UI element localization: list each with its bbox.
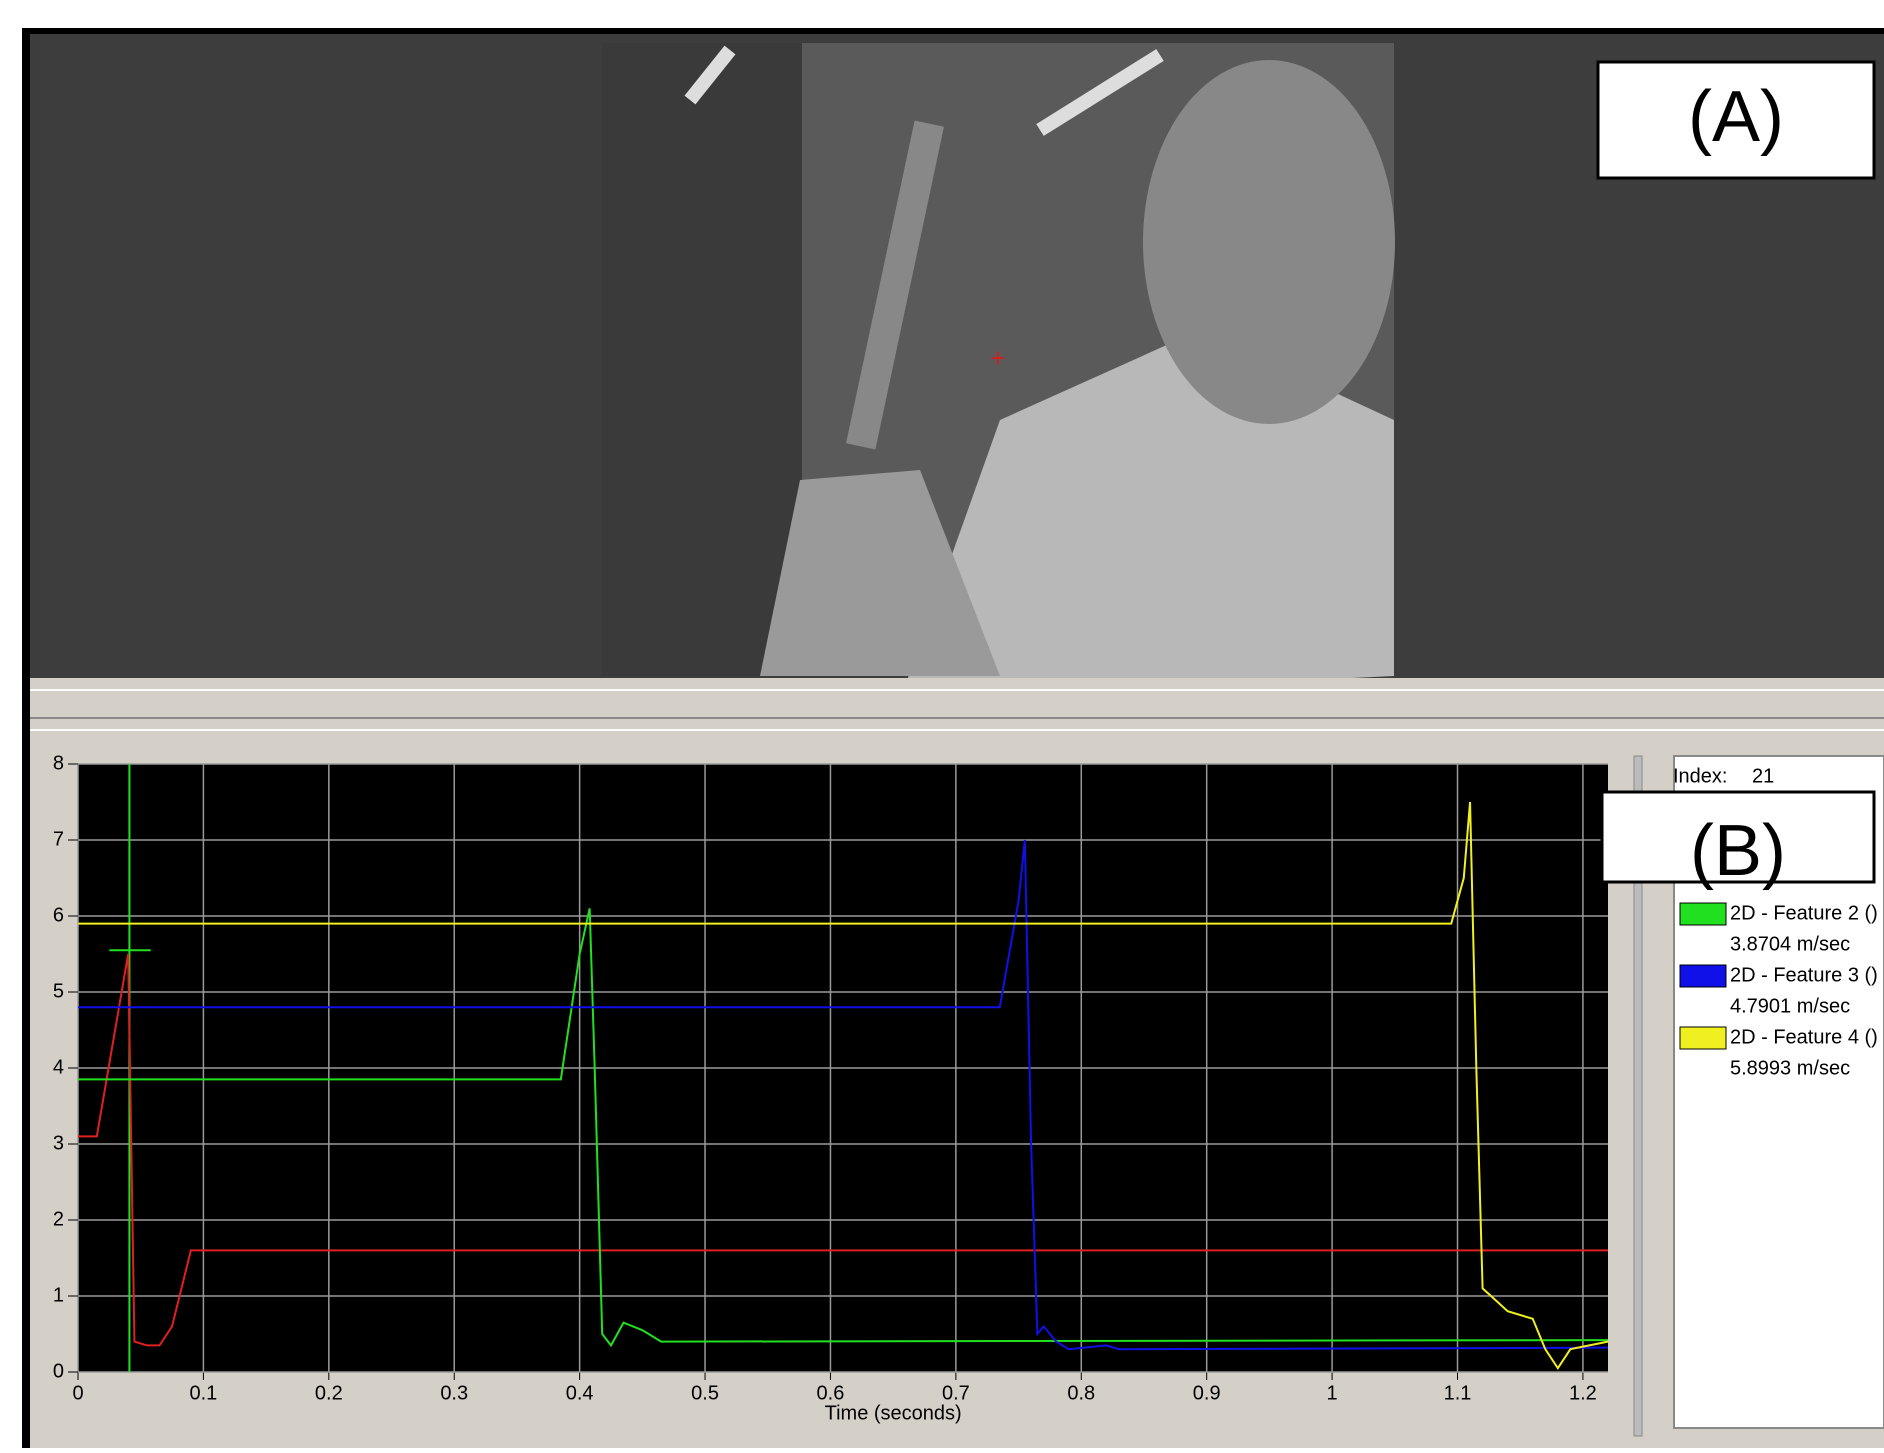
legend-label: 2D - Feature 4 () <box>1730 1026 1878 1048</box>
tracker-marker: + <box>990 343 1005 373</box>
index-label: Index: <box>1673 765 1727 787</box>
x-tick-label: 0 <box>72 1382 83 1404</box>
legend-readout: 3.8704 m/sec <box>1730 933 1850 955</box>
y-tick-label: 1 <box>53 1284 64 1306</box>
x-tick-label: 1 <box>1327 1382 1338 1404</box>
video-shadow <box>602 43 802 676</box>
y-tick-label: 3 <box>53 1132 64 1154</box>
legend-swatch <box>1680 965 1726 987</box>
x-tick-label: 0.7 <box>942 1382 970 1404</box>
legend-label: 2D - Feature 3 () <box>1730 964 1878 986</box>
x-tick-label: 0.1 <box>190 1382 218 1404</box>
y-tick-label: 7 <box>53 828 64 850</box>
index-value: 21 <box>1752 765 1774 787</box>
x-tick-label: 0.6 <box>817 1382 845 1404</box>
x-tick-label: 0.4 <box>566 1382 594 1404</box>
legend-swatch <box>1680 903 1726 925</box>
plot: 0 0.1 0.2 0.3 0.4 0.5 0.6 0.7 0.8 0.9 1 1.1 1.2 0 1 2 3 4… <box>53 752 1608 1424</box>
y-tick-label: 4 <box>53 1056 64 1078</box>
y-tick-label: 0 <box>53 1360 64 1382</box>
label-a: (A) <box>1688 77 1784 157</box>
y-tick-label: 8 <box>53 752 64 774</box>
y-tick-label: 5 <box>53 980 64 1002</box>
label-b: (B) <box>1690 811 1786 891</box>
x-axis-label: Time (seconds) <box>825 1402 962 1424</box>
face-mask <box>1143 60 1395 424</box>
x-tick-label: 0.5 <box>691 1382 719 1404</box>
x-tick-label: 1.1 <box>1444 1382 1472 1404</box>
y-tick-label: 2 <box>53 1208 64 1230</box>
x-tick-label: 0.9 <box>1193 1382 1221 1404</box>
x-tick-label: 0.8 <box>1067 1382 1095 1404</box>
y-tick-label: 6 <box>53 904 64 926</box>
x-tick-label: 0.3 <box>440 1382 468 1404</box>
legend-label: 2D - Feature 2 () <box>1730 902 1878 924</box>
x-tick-label: 1.2 <box>1569 1382 1597 1404</box>
screenshot: + (A) Index: 21 00.10.20.30.40.50.60.70.… <box>0 0 1884 1448</box>
legend-readout: 5.8993 m/sec <box>1730 1057 1850 1079</box>
legend-swatch <box>1680 1027 1726 1049</box>
legend-readout: 4.7901 m/sec <box>1730 995 1850 1017</box>
x-tick-label: 0.2 <box>315 1382 343 1404</box>
